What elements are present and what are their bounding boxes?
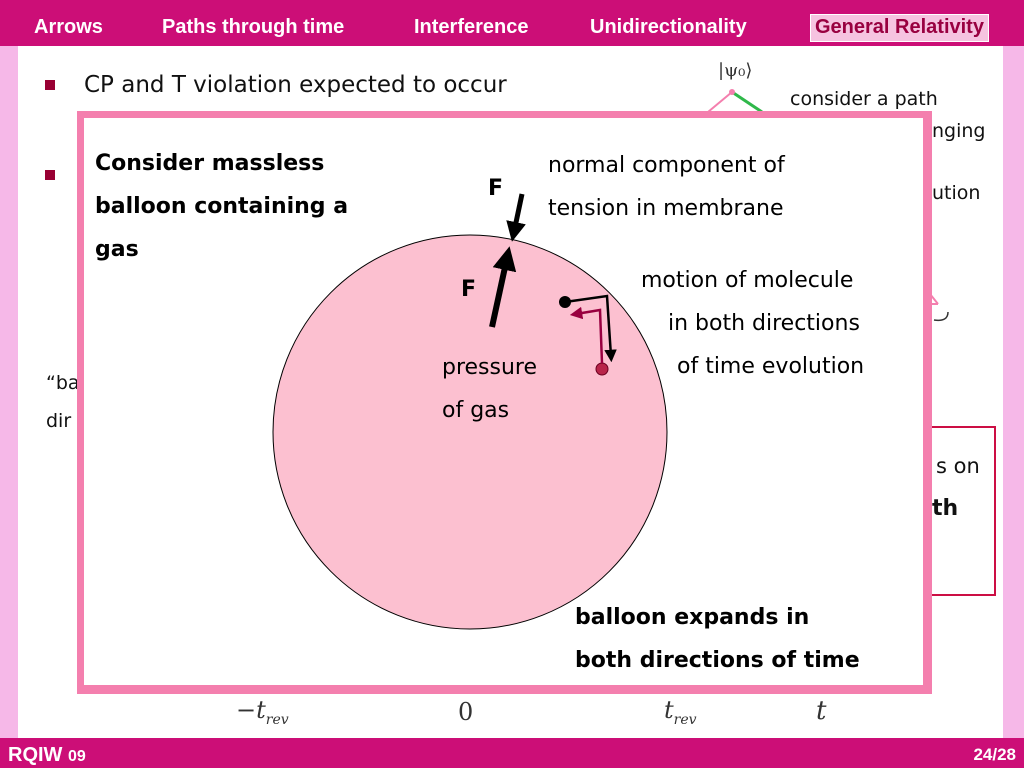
molecule-forward-path [564,294,617,363]
molecule-end-dot [595,362,609,376]
conclusion-line1: balloon expands in [575,605,810,630]
footer-bar [0,738,1024,768]
right-note-path: consider a path [790,88,938,110]
path-diagram [707,89,763,114]
overlay-heading-line3: gas [95,237,139,262]
path-line-green [731,90,763,114]
left-fragment: “ba [46,372,80,394]
molecule-label-line2: in both directions [668,311,860,336]
balloon-overlay-content: Consider massless balloon containing a g… [84,118,923,685]
tab-paths-through-time[interactable]: Paths through time [162,16,345,38]
navigation-bar: Arrows Paths through time Interference U… [0,0,1024,46]
axis-label-t: t [816,696,827,726]
right-note-fragment: ution [932,182,981,204]
tab-arrows[interactable]: Arrows [34,16,103,38]
tab-interference[interactable]: Interference [414,16,529,38]
overlay-heading-line1: Consider massless [95,151,325,176]
bullet-text-cp-t: CP and T violation expected to occur [84,72,507,98]
path-node [729,89,735,95]
pressure-force-arrow [489,246,517,328]
page-number: 24/28 [973,745,1016,764]
ket-psi0-label: |ψ₀⟩ [718,60,753,81]
molecule-label-line1: motion of molecule [641,268,854,293]
axis-label-zero: 0 [458,698,474,726]
pressure-label-line1: pressure [442,355,538,380]
pressure-label-line2: of gas [442,398,510,423]
bullet-marker [45,80,55,90]
partial-box-text: th [932,496,959,521]
tension-label-line2: tension in membrane [548,196,784,221]
tab-general-relativity[interactable]: General Relativity [810,14,989,42]
balloon-overlay-panel: Consider massless balloon containing a g… [77,111,932,694]
axis-label-trev: trev [664,696,697,728]
force-label-inner: F [461,277,477,302]
conclusion-line2: both directions of time [575,648,860,673]
tension-force-arrow [506,193,526,242]
left-fragment: dir [46,410,72,432]
footer-conference-label: RQIW 09 [8,744,86,766]
balloon-diagram [272,193,668,630]
partial-box-text: s on [936,454,980,478]
tension-label-line1: normal component of [548,153,785,178]
path-line-pink [707,91,733,113]
molecule-reverse-path [569,306,604,364]
molecule-label-line3: of time evolution [677,354,865,379]
axis-label-minus-trev: −trev [236,696,289,728]
force-label-top: F [488,176,504,201]
bullet-marker [45,170,55,180]
tab-unidirectionality[interactable]: Unidirectionality [590,16,747,38]
balloon-circle [272,234,668,630]
overlay-heading-line2: balloon containing a [95,194,349,219]
right-note-fragment: nging [932,120,986,142]
